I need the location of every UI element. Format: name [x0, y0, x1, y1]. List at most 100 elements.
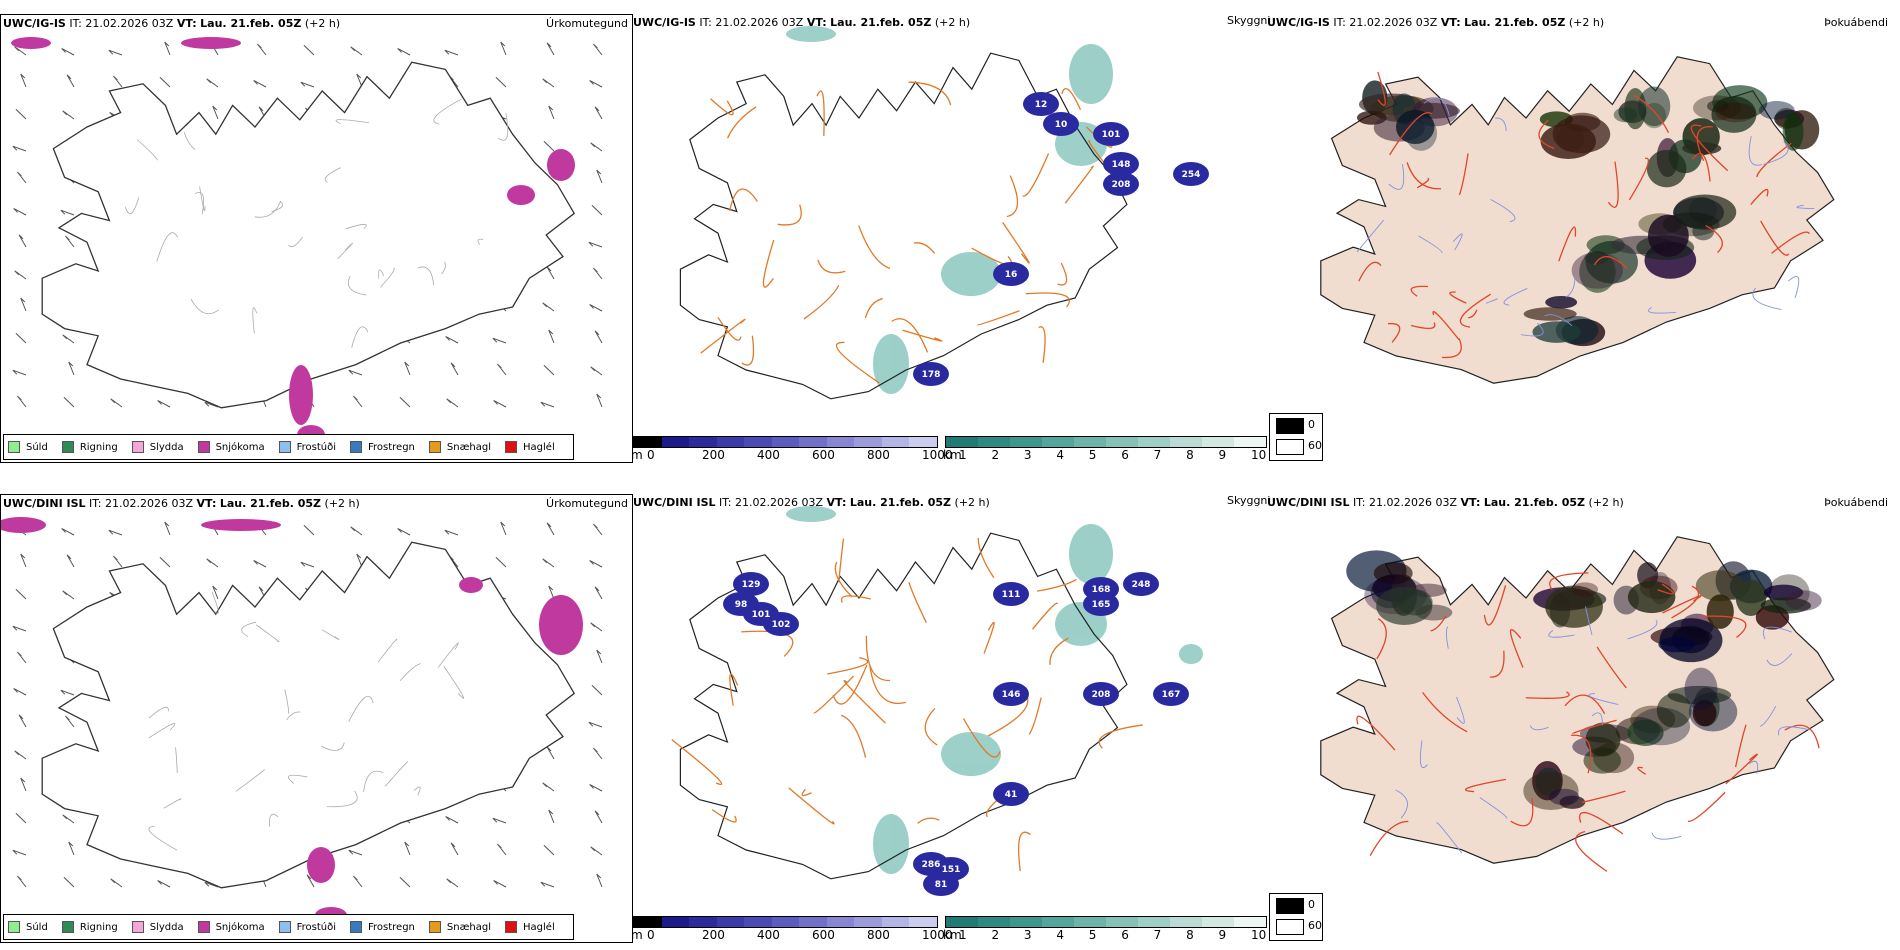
scale-tick-label: 200: [702, 448, 725, 462]
legend-label: Slydda: [149, 441, 184, 453]
ceiling-value: 208: [1112, 180, 1131, 190]
legend-swatch: [350, 441, 362, 453]
scale-swatch: [744, 437, 772, 447]
ceiling-blob: [993, 782, 1029, 806]
scale-swatch: [661, 917, 690, 927]
scale-tick-label: 6: [1121, 928, 1129, 942]
scale-tick-label: 800: [867, 448, 890, 462]
legend-swatch: [278, 921, 291, 933]
scale-swatch: [978, 437, 1010, 447]
ceiling-scale-row1: m 0 200 400 600 800 1000: [631, 436, 953, 464]
ceiling-blob: [1083, 682, 1119, 706]
scale-swatch: [1234, 437, 1266, 447]
legend-label: Rigning: [79, 921, 118, 933]
ceiling-values: 12 10 101 148 208 254 16 178: [922, 100, 1201, 380]
ceiling-value: 101: [1102, 130, 1121, 140]
precip-map: [11, 37, 603, 445]
fog-indicator-areas: [1346, 550, 1822, 811]
fog-map: [1320, 536, 1835, 872]
legend-swatch: [61, 441, 74, 453]
scale-swatch: [771, 917, 800, 927]
ceiling-blob: [1083, 592, 1119, 616]
ceiling-blob: [993, 262, 1029, 286]
fog-label-60: 60: [1308, 919, 1322, 932]
precip-legend: Súld Rigning Slydda Snjókoma Frostúði Frostre…: [3, 914, 574, 940]
panel-header: UWC/IG-IS IT: 21.02.2026 03Z VT: Lau. 21…: [1267, 16, 1605, 29]
legend-swatch: [505, 921, 518, 933]
legend-label: Súld: [26, 921, 48, 933]
scale-swatch: [909, 437, 938, 447]
road-network: [1356, 572, 1820, 872]
scale-swatch: [799, 437, 827, 447]
ceiling-value: 151: [942, 865, 961, 875]
ceiling-value: 254: [1182, 170, 1201, 180]
panel-title: Úrkomutegund: [546, 497, 628, 510]
iceland-outline: [41, 541, 576, 889]
legend-label: Snæhagl: [446, 441, 492, 453]
low-ceiling-areas: [913, 92, 1209, 386]
legend-label: Frostúði: [296, 441, 336, 453]
ceiling-value: 165: [1092, 600, 1111, 610]
scale-tick-label: 4: [1056, 448, 1064, 462]
precip-panel-row1: UWC/IG-IS IT: 21.02.2026 03Z VT: Lau. 21…: [0, 14, 633, 463]
fog-swatch-60: [1276, 919, 1304, 935]
iceland-outline: [679, 52, 1128, 400]
ceiling-value: 178: [922, 370, 941, 380]
scale-tick-label: 1000: [922, 448, 953, 462]
scale-swatch: [634, 917, 662, 927]
legend-item: Súld: [8, 441, 48, 453]
scale-tick-label: 0: [647, 928, 655, 942]
scale-tick-label: 1: [959, 928, 967, 942]
ceiling-blob: [763, 612, 799, 636]
panel-title: Þokuábendi: [1824, 16, 1888, 29]
legend-item: Slydda: [131, 921, 184, 933]
legend-label: Frostúði: [296, 921, 336, 933]
legend-item: Haglél: [505, 441, 555, 453]
legend-label: Frostregn: [368, 921, 415, 933]
legend-swatch: [131, 441, 144, 453]
scale-tick-label: 5: [1088, 928, 1097, 942]
inland-contours: [124, 98, 509, 348]
scale-tick-label: 400: [757, 928, 780, 942]
scale-swatch: [1170, 917, 1202, 927]
scale-tick-label: 2: [991, 928, 1000, 942]
scale-swatch: [1074, 917, 1106, 927]
scale-tick-label: 3: [1023, 928, 1032, 942]
river-network: [1395, 606, 1809, 854]
scale-swatch: [1010, 917, 1042, 927]
ceiling-value: 208: [1092, 690, 1111, 700]
visibility-unit: km: [943, 928, 962, 942]
legend-swatch: [428, 921, 441, 933]
legend-swatch: [350, 921, 362, 933]
scale-tick-label: 8: [1186, 928, 1194, 942]
snow-areas: [11, 37, 575, 445]
legend-swatch: [278, 441, 291, 453]
legend-item: Frostúði: [278, 921, 336, 933]
inland-contours: [148, 591, 465, 851]
legend-label: Súld: [26, 441, 48, 453]
precip-panel-row2: UWC/DINI ISL IT: 21.02.2026 03Z VT: Lau.…: [0, 494, 633, 943]
ceiling-value: 10: [1055, 120, 1068, 130]
ceiling-value: 41: [1005, 790, 1018, 800]
scale-swatch: [716, 917, 745, 927]
scale-swatch: [1202, 437, 1234, 447]
panel-header: UWC/IG-IS IT: 21.02.2026 03Z VT: Lau. 21…: [633, 16, 971, 29]
fog-label-0: 0: [1308, 898, 1315, 911]
scale-tick-label: 5: [1088, 448, 1097, 462]
legend-item: Snæhagl: [428, 441, 492, 453]
iceland-outline: [41, 61, 576, 409]
scale-tick-label: 1000: [922, 928, 953, 942]
legend-label: Snjókoma: [215, 921, 265, 933]
scale-swatch: [1010, 437, 1042, 447]
scale-tick-label: 4: [1056, 928, 1064, 942]
ceiling-value: 286: [922, 860, 941, 870]
panel-header: UWC/DINI ISL IT: 21.02.2026 03Z VT: Lau.…: [3, 497, 360, 510]
legend-swatch: [505, 441, 518, 453]
scale-swatch: [1138, 917, 1170, 927]
legend-swatch: [428, 441, 441, 453]
legend-item: Rigning: [61, 921, 118, 933]
visibility-panel-row1: UWC/IG-IS IT: 21.02.2026 03Z VT: Lau. 21…: [631, 14, 1271, 461]
ceiling-unit: m: [631, 928, 643, 942]
ceiling-blob: [1103, 172, 1139, 196]
